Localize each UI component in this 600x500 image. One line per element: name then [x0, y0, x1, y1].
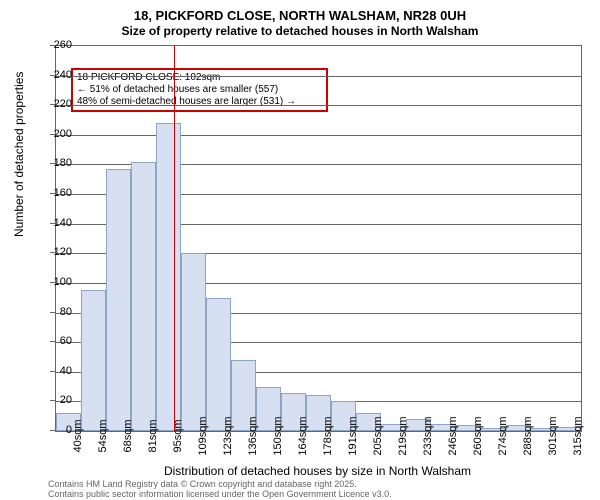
y-tick-mark	[50, 75, 55, 76]
gridline-h	[56, 135, 581, 136]
x-tick-label: 54sqm	[97, 419, 109, 452]
y-tick-label: 220	[42, 98, 72, 110]
y-tick-label: 200	[42, 128, 72, 140]
y-tick-mark	[50, 104, 55, 105]
x-tick-label: 246sqm	[447, 416, 459, 455]
y-tick-label: 20	[42, 394, 72, 406]
footer-attribution: Contains HM Land Registry data © Crown c…	[48, 480, 392, 500]
title-address: 18, PICKFORD CLOSE, NORTH WALSHAM, NR28 …	[0, 8, 600, 23]
y-tick-mark	[50, 430, 55, 431]
y-tick-label: 180	[42, 157, 72, 169]
y-tick-mark	[50, 312, 55, 313]
x-tick-label: 109sqm	[197, 416, 209, 455]
chart-container: 18, PICKFORD CLOSE, NORTH WALSHAM, NR28 …	[0, 0, 600, 500]
y-tick-mark	[50, 400, 55, 401]
y-tick-label: 160	[42, 187, 72, 199]
annotation-line1: 18 PICKFORD CLOSE: 102sqm	[77, 72, 322, 84]
x-tick-label: 301sqm	[547, 416, 559, 455]
y-tick-mark	[50, 193, 55, 194]
histogram-bar	[106, 169, 131, 431]
x-tick-label: 123sqm	[222, 416, 234, 455]
plot-area: 18 PICKFORD CLOSE: 102sqm ← 51% of detac…	[55, 45, 582, 432]
y-tick-mark	[50, 252, 55, 253]
y-axis-label: Number of detached properties	[12, 72, 26, 237]
histogram-bar	[131, 162, 156, 432]
gridline-h	[56, 76, 581, 77]
title-description: Size of property relative to detached ho…	[0, 24, 600, 38]
x-tick-label: 233sqm	[422, 416, 434, 455]
y-tick-mark	[50, 134, 55, 135]
reference-line	[174, 46, 175, 431]
y-tick-mark	[50, 163, 55, 164]
histogram-bar	[81, 290, 106, 431]
x-tick-label: 315sqm	[572, 416, 584, 455]
y-tick-mark	[50, 371, 55, 372]
y-tick-mark	[50, 223, 55, 224]
y-tick-mark	[50, 45, 55, 46]
x-tick-label: 164sqm	[297, 416, 309, 455]
y-tick-label: 100	[42, 276, 72, 288]
x-tick-label: 136sqm	[247, 416, 259, 455]
y-tick-label: 80	[42, 306, 72, 318]
x-tick-label: 178sqm	[322, 416, 334, 455]
x-tick-label: 274sqm	[497, 416, 509, 455]
y-tick-label: 0	[42, 424, 72, 436]
x-tick-label: 288sqm	[522, 416, 534, 455]
histogram-bar	[156, 123, 181, 431]
x-tick-label: 191sqm	[347, 416, 359, 455]
y-tick-label: 240	[42, 69, 72, 81]
annotation-line2: ← 51% of detached houses are smaller (55…	[77, 84, 322, 96]
y-tick-label: 140	[42, 217, 72, 229]
y-tick-label: 260	[42, 39, 72, 51]
y-tick-label: 120	[42, 246, 72, 258]
y-tick-label: 60	[42, 335, 72, 347]
x-tick-label: 40sqm	[72, 419, 84, 452]
histogram-bar	[181, 253, 206, 431]
x-tick-label: 219sqm	[397, 416, 409, 455]
y-tick-mark	[50, 282, 55, 283]
y-tick-label: 40	[42, 365, 72, 377]
x-tick-label: 150sqm	[272, 416, 284, 455]
x-tick-label: 95sqm	[172, 419, 184, 452]
y-tick-mark	[50, 341, 55, 342]
x-axis-label: Distribution of detached houses by size …	[55, 464, 580, 478]
gridline-h	[56, 105, 581, 106]
footer-line2: Contains public sector information licen…	[48, 490, 392, 500]
x-tick-label: 205sqm	[372, 416, 384, 455]
x-tick-label: 68sqm	[122, 419, 134, 452]
x-tick-label: 81sqm	[147, 419, 159, 452]
x-tick-label: 260sqm	[472, 416, 484, 455]
histogram-bar	[206, 298, 231, 431]
